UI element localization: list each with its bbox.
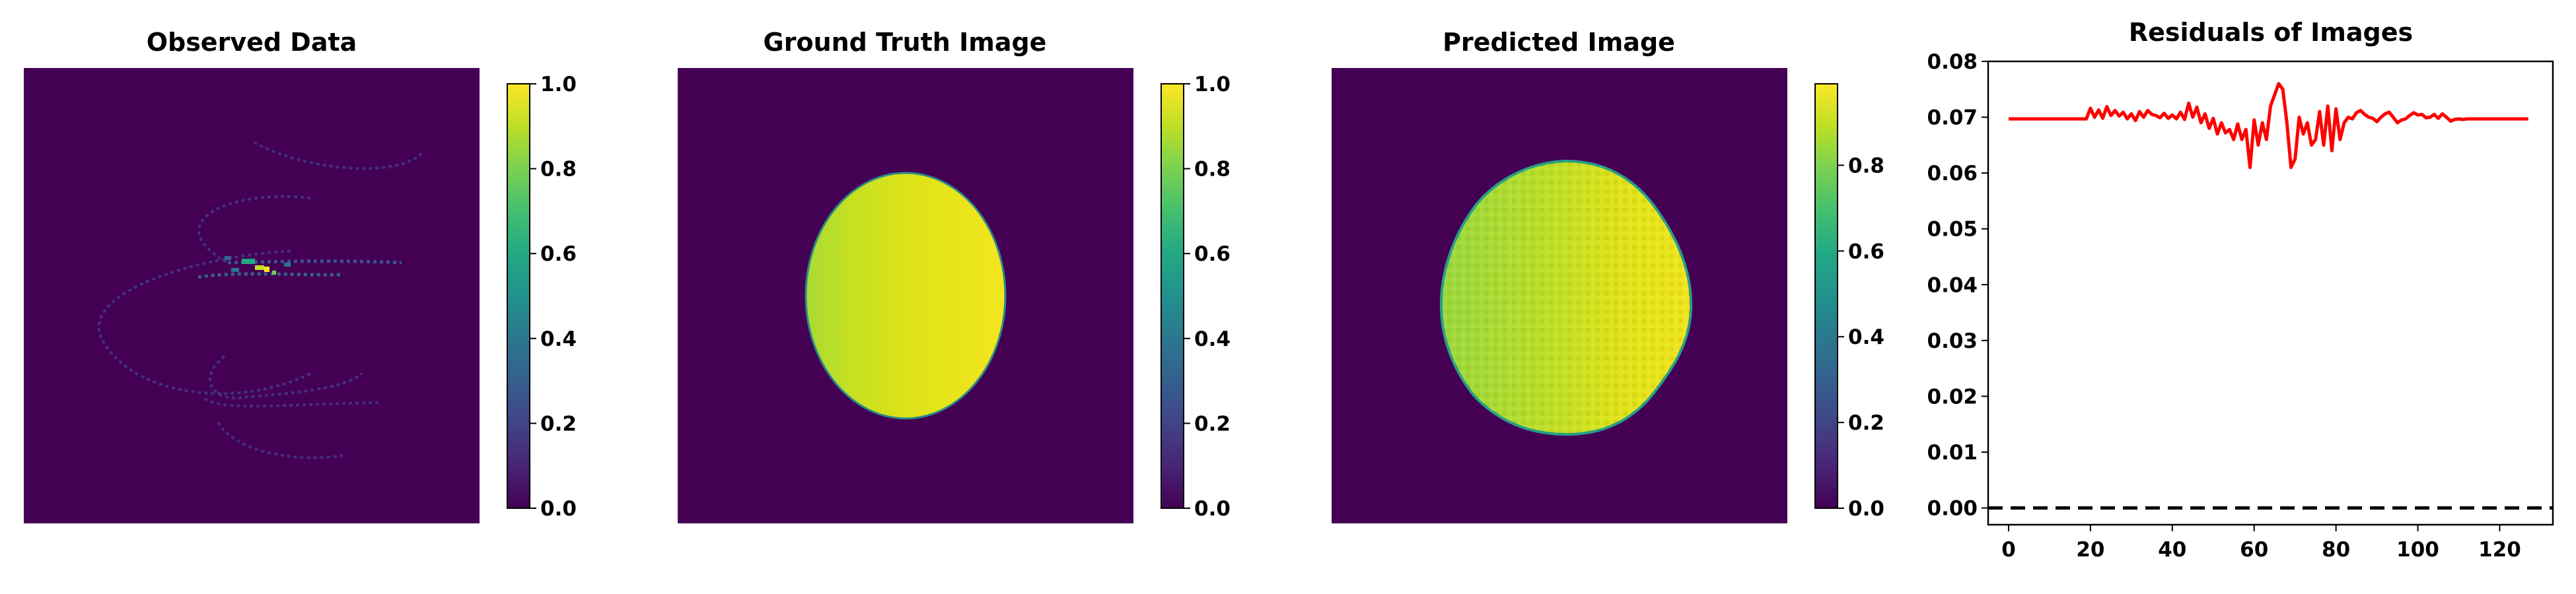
ground-truth-title: Ground Truth Image [764,28,1047,57]
ground-truth-colorbar: 0.0 0.2 0.4 0.6 0.8 1.0 [1161,73,1231,521]
y-axis-ticks: 0.00 0.01 0.02 0.03 0.04 0.05 0.06 0.07 0.08 [1927,50,1988,521]
colorbar-tick-label: 0.8 [540,158,577,182]
y-tick-label: 0.07 [1927,106,1978,130]
colorbar-tick-label: 0.8 [1194,158,1231,182]
observed-bright-spots [225,256,291,275]
y-tick-label: 0.05 [1927,218,1978,242]
colorbar-tick-label: 0.8 [1848,154,1884,178]
y-tick-label: 0.02 [1927,385,1978,409]
y-tick-label: 0.06 [1927,162,1978,185]
y-tick-label: 0.01 [1927,441,1978,465]
predicted-colorbar: 0.0 0.2 0.4 0.6 0.8 [1814,83,1884,521]
x-tick-label: 60 [2240,538,2268,562]
colorbar-tick-label: 0.0 [1194,497,1231,521]
x-tick-label: 120 [2478,538,2521,562]
observed-image [24,68,480,523]
colorbar-ticks: 0.0 0.2 0.4 0.6 0.8 [1838,154,1884,521]
panel-predicted: Predicted Image [1332,28,1787,523]
y-tick-label: 0.00 [1927,497,1978,521]
residuals-series-line [2009,82,2528,170]
colorbar-tick-label: 0.4 [1848,325,1884,349]
x-tick-label: 40 [2158,538,2186,562]
colorbar-tick-label: 0.4 [540,327,577,351]
observed-spiral [98,141,423,459]
panel-residuals: Residuals of Images 0.00 0.01 0.02 0.03 0.04… [1927,18,2554,562]
colorbar-tick-label: 0.2 [540,412,577,436]
predicted-title: Predicted Image [1443,28,1675,57]
colorbar-ticks: 0.0 0.2 0.4 0.6 0.8 1.0 [1184,73,1231,521]
x-axis-ticks: 0 20 40 60 80 100 120 [2001,525,2521,562]
colorbar-tick-label: 0.6 [1848,240,1884,263]
x-tick-label: 20 [2076,538,2104,562]
colorbar-ticks: 0.0 0.2 0.4 0.6 0.8 1.0 [530,73,577,521]
observed-title: Observed Data [147,28,357,57]
colorbar-tick-label: 0.6 [540,242,577,266]
ground-truth-disk [805,172,1007,420]
colorbar-ground-truth [1161,83,1184,509]
colorbar-tick-label: 0.4 [1194,327,1231,351]
colorbar-tick-label: 0.6 [1194,242,1231,266]
colorbar-tick-label: 1.0 [1194,73,1231,96]
colorbar-observed [507,83,530,509]
panel-observed: Observed Data [24,28,480,523]
residuals-title: Residuals of Images [2129,18,2413,47]
colorbar-tick-label: 0.2 [1194,412,1231,436]
y-tick-label: 0.08 [1927,50,1978,74]
colorbar-tick-label: 0.0 [540,497,577,521]
observed-colorbar: 0.0 0.2 0.4 0.6 0.8 1.0 [507,73,577,521]
colorbar-tick-label: 1.0 [540,73,577,96]
panel-ground-truth: Ground Truth Image [678,28,1133,523]
residuals-axes-frame [1987,60,2554,526]
predicted-noise [1441,161,1692,435]
colorbar-tick-label: 0.0 [1848,497,1884,521]
x-tick-label: 0 [2001,538,2016,562]
y-tick-label: 0.04 [1927,273,1978,297]
x-tick-label: 80 [2322,538,2350,562]
colorbar-tick-label: 0.2 [1848,411,1884,435]
colorbar-predicted [1814,83,1838,509]
x-tick-label: 100 [2396,538,2439,562]
y-tick-label: 0.03 [1927,329,1978,353]
